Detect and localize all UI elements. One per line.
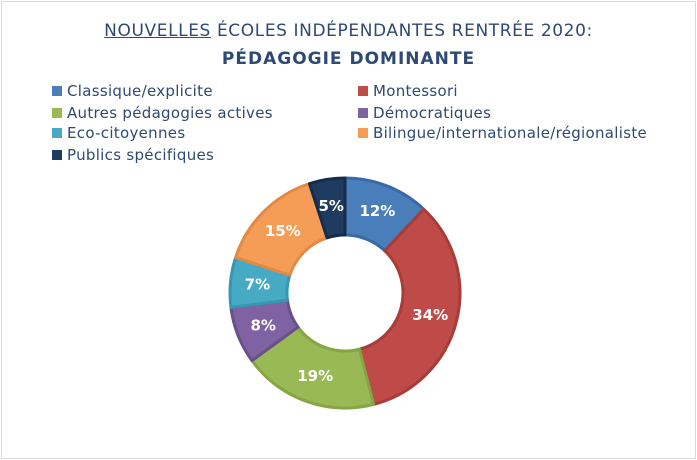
legend-swatch-bilingue: [358, 128, 368, 138]
data-label-classique: 12%: [359, 202, 395, 220]
chart-title-underlined: NOUVELLES: [104, 21, 211, 41]
legend-label-democratiques: Démocratiques: [373, 104, 492, 122]
data-label-democratiques: 8%: [250, 316, 275, 334]
data-label-eco: 7%: [245, 276, 270, 294]
legend-label-autres: Autres pédagogies actives: [67, 104, 273, 122]
legend-swatch-publics: [52, 150, 62, 160]
legend-item-montessori: Montessori: [358, 80, 458, 102]
legend-swatch-classique: [52, 86, 62, 96]
legend-label-montessori: Montessori: [373, 82, 458, 100]
legend-swatch-autres: [52, 108, 62, 118]
chart-title: NOUVELLES ÉCOLES INDÉPENDANTES RENTRÉE 2…: [0, 20, 697, 42]
data-label-montessori: 34%: [412, 306, 448, 324]
legend-label-eco: Eco-citoyennes: [67, 124, 186, 142]
slice-autres: [250, 325, 376, 410]
legend-label-publics: Publics spécifiques: [67, 146, 215, 164]
chart-legend: Classique/explicite Montessori Autres pé…: [52, 80, 682, 170]
legend-item-autres: Autres pédagogies actives: [52, 102, 273, 124]
legend-item-publics: Publics spécifiques: [52, 144, 214, 166]
chart-subtitle: PÉDAGOGIE DOMINANTE: [221, 49, 476, 69]
legend-item-classique: Classique/explicite: [52, 80, 213, 102]
legend-item-bilingue: Bilingue/internationale/régionaliste: [358, 122, 647, 144]
legend-item-democratiques: Démocratiques: [358, 102, 491, 124]
data-label-autres: 19%: [297, 367, 333, 385]
legend-label-bilingue: Bilingue/internationale/régionaliste: [373, 124, 648, 142]
data-label-bilingue: 15%: [265, 222, 301, 240]
legend-item-eco: Eco-citoyennes: [52, 122, 185, 144]
legend-swatch-democratiques: [358, 108, 368, 118]
chart-title-rest: ÉCOLES INDÉPENDANTES RENTRÉE 2020:: [210, 21, 593, 41]
data-label-publics: 5%: [318, 197, 343, 215]
slice-publics: [307, 176, 347, 240]
legend-swatch-eco: [52, 128, 62, 138]
legend-label-classique: Classique/explicite: [67, 82, 213, 100]
slice-montessori: [357, 207, 462, 406]
legend-swatch-montessori: [358, 86, 368, 96]
